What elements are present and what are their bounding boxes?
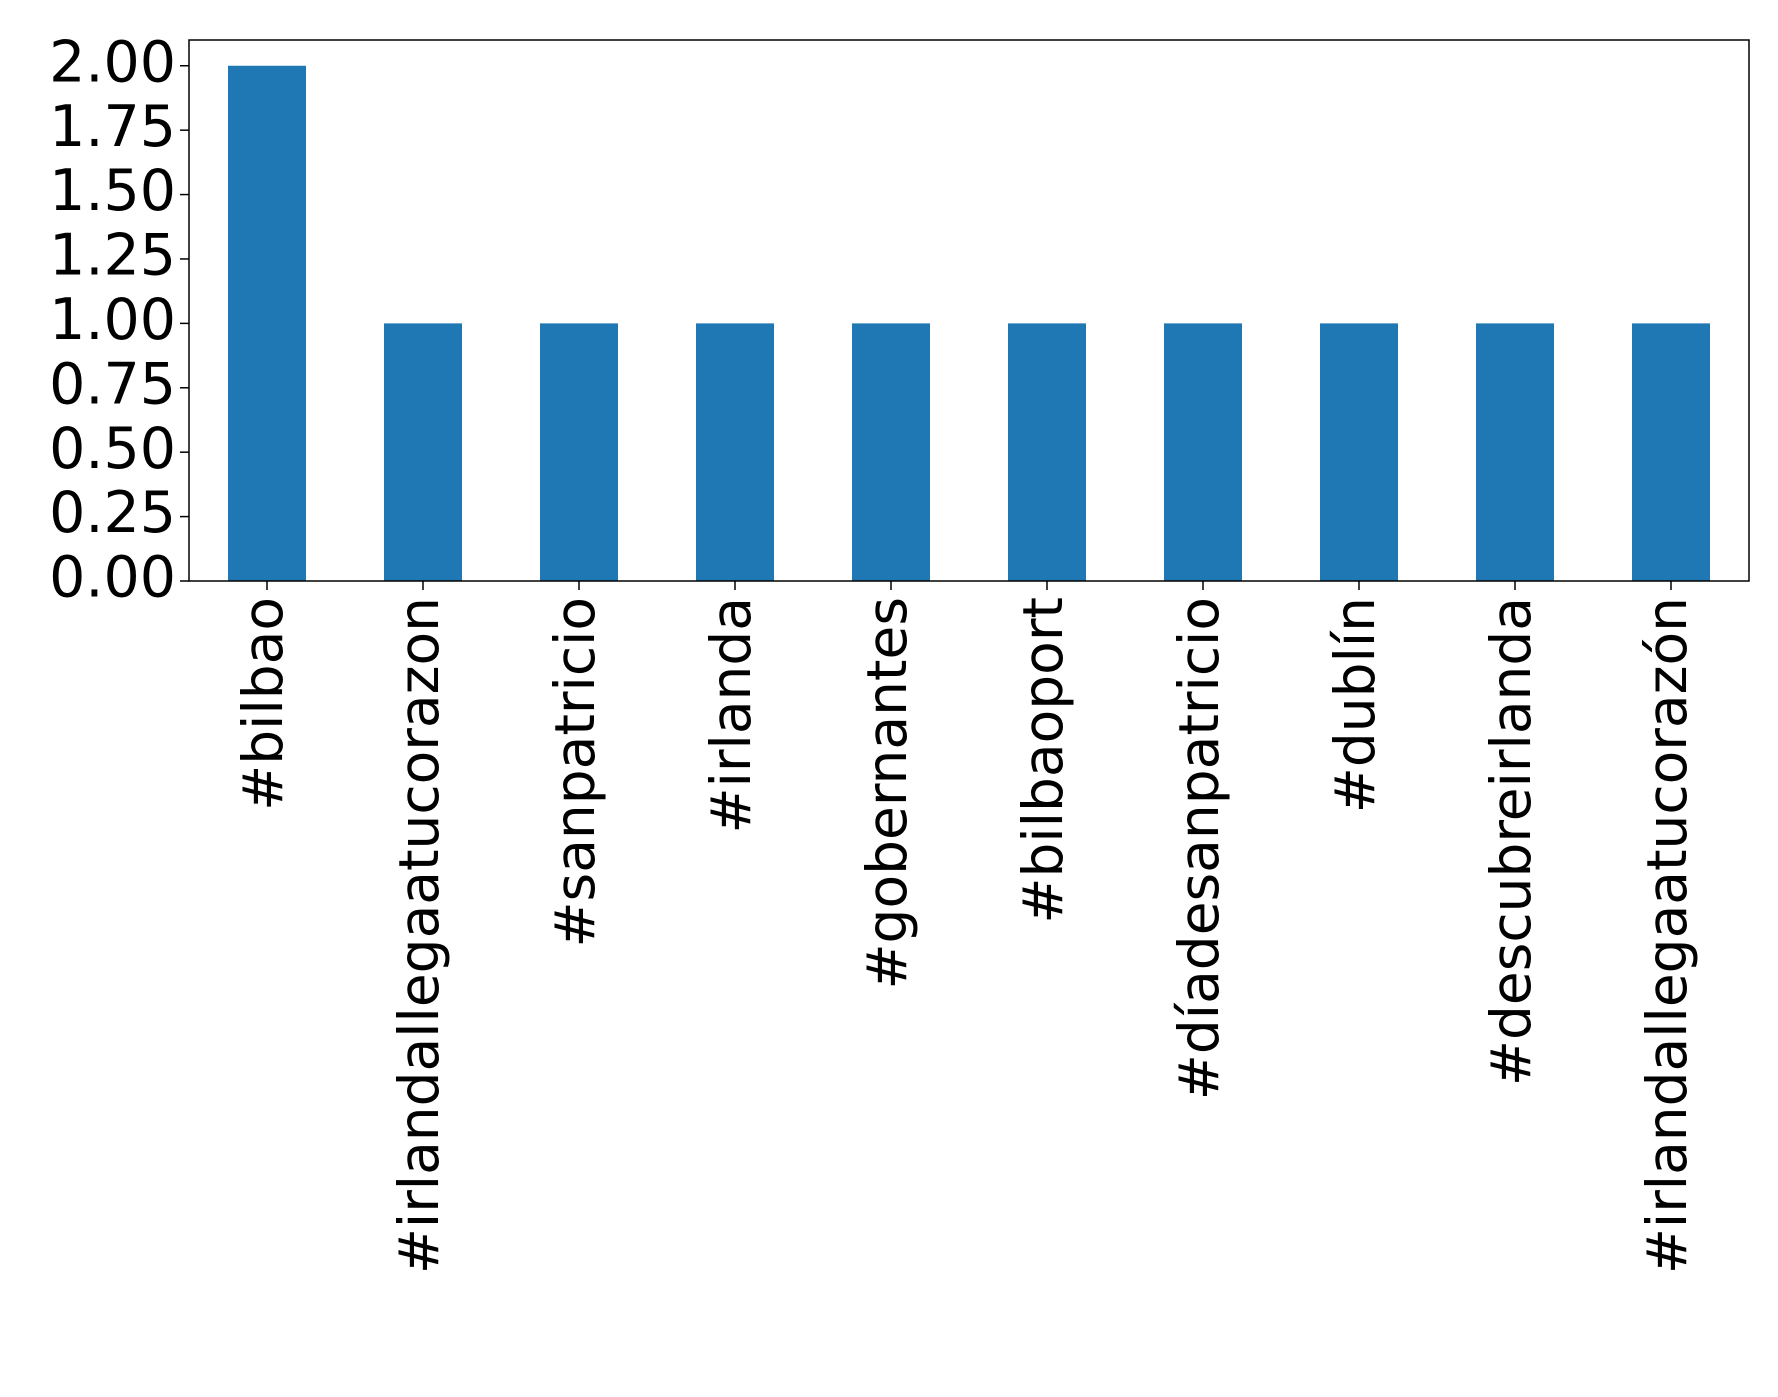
x-tick-label: #dublín (1323, 597, 1387, 813)
y-tick-label: 0.00 (49, 545, 176, 611)
bar (384, 323, 462, 581)
y-tick-label: 0.50 (49, 416, 176, 482)
y-tick-label: 0.75 (49, 351, 176, 417)
x-tick-label: #descubreirlanda (1479, 597, 1543, 1086)
x-tick-label: #sanpatricio (543, 597, 607, 948)
x-tick-label: #bilbaoport (1011, 597, 1075, 924)
bar (1320, 323, 1398, 581)
y-tick-label: 1.75 (49, 94, 176, 160)
x-tick-label: #irlanda (699, 597, 763, 833)
x-tick-label: #díadesanpatricio (1167, 597, 1231, 1100)
y-tick-label: 1.50 (49, 158, 176, 224)
y-tick-label: 2.00 (49, 29, 176, 95)
plot-frame (188, 39, 1750, 582)
bar (852, 323, 930, 581)
bar (1164, 323, 1242, 581)
x-tick-label: #irlandallegaatucorazon (387, 597, 451, 1274)
y-tick-label: 0.25 (49, 480, 176, 546)
x-tick-label: #gobernantes (855, 597, 919, 990)
bar (1476, 323, 1554, 581)
bar (1632, 323, 1710, 581)
y-tick-label: 1.25 (49, 223, 176, 289)
bar (228, 65, 306, 581)
bar (1008, 323, 1086, 581)
bar (540, 323, 618, 581)
bar (696, 323, 774, 581)
y-tick-label: 1.00 (49, 287, 176, 353)
x-tick-label: #irlandallegaatucorazón (1635, 597, 1699, 1274)
x-tick-label: #bilbao (231, 597, 295, 811)
